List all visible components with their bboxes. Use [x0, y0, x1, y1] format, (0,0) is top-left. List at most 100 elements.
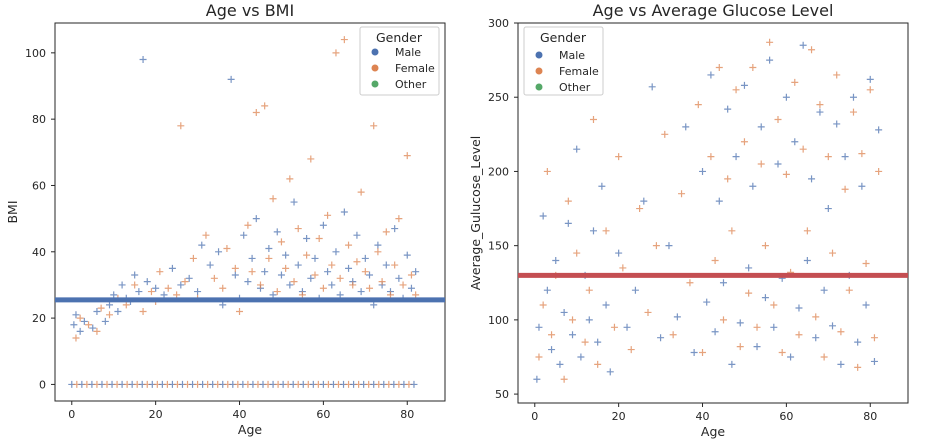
plot-frame: [517, 22, 909, 404]
data-point-male: [732, 153, 740, 161]
x-tick-label: 80: [400, 408, 414, 421]
data-point-male: [290, 198, 298, 206]
legend-label-male: Male: [395, 46, 421, 59]
data-point-male: [311, 254, 319, 262]
data-point-male: [282, 251, 290, 259]
data-point-female: [610, 323, 618, 331]
data-point-female: [353, 258, 361, 266]
data-point-male: [707, 71, 715, 79]
data-point-female: [223, 244, 231, 252]
data-point-male: [719, 279, 727, 287]
y-tick-label: 80: [32, 113, 46, 126]
data-point-female: [829, 249, 837, 257]
x-tick-label: 80: [863, 410, 877, 423]
data-point-male: [139, 55, 147, 63]
data-point-male: [198, 241, 206, 249]
y-tick-label: 300: [488, 17, 509, 30]
data-point-male: [837, 360, 845, 368]
data-point-male: [244, 278, 252, 286]
data-point-female: [770, 301, 778, 309]
y-tick-label: 40: [32, 246, 46, 259]
data-point-male: [307, 274, 315, 282]
data-point-female: [866, 86, 874, 94]
data-point-female: [581, 338, 589, 346]
data-point-female: [332, 49, 340, 57]
data-point-female: [652, 242, 660, 250]
x-tick-label: 60: [779, 410, 793, 423]
data-point-female: [661, 130, 669, 138]
data-point-male: [152, 284, 160, 292]
data-point-male: [101, 317, 109, 325]
chart-title: Age vs Average Glucose Level: [593, 1, 834, 20]
data-point-male: [803, 257, 811, 264]
data-point-female: [833, 71, 841, 79]
scatter-points: [518, 38, 908, 383]
data-point-male: [543, 286, 551, 294]
legend-label-male: Male: [559, 49, 585, 62]
legend-label-female: Female: [559, 65, 599, 78]
data-point-male: [736, 319, 744, 327]
data-point-male: [594, 338, 602, 346]
x-tick-label: 60: [316, 408, 330, 421]
data-point-female: [816, 101, 824, 109]
data-point-female: [573, 249, 581, 257]
data-point-female: [319, 284, 327, 292]
data-point-male: [535, 323, 543, 331]
data-point-male: [602, 301, 610, 309]
data-point-female: [535, 353, 543, 361]
data-point-female: [361, 268, 369, 276]
chart-age-vs-glucose: Age vs Average Glucose Level 0 20 40 60 80 50…: [468, 1, 909, 439]
data-point-female: [803, 227, 811, 235]
data-point-female: [824, 153, 832, 161]
y-axis-label: BMI: [5, 200, 20, 223]
y-tick-label: 250: [488, 91, 509, 104]
data-point-male: [854, 338, 862, 346]
data-point-female: [399, 281, 407, 289]
data-point-female: [391, 261, 399, 269]
data-point-female: [782, 170, 790, 178]
x-tick-label: 0: [68, 408, 75, 421]
data-point-female: [799, 145, 807, 153]
data-point-female: [808, 46, 816, 54]
data-point-male: [623, 323, 631, 331]
data-point-female: [841, 185, 849, 193]
data-point-female: [569, 316, 577, 324]
data-point-zero: [410, 380, 418, 388]
data-point-male: [345, 264, 353, 272]
data-point-female: [349, 281, 357, 289]
data-point-female: [615, 153, 623, 161]
legend-label-other: Other: [395, 78, 427, 91]
data-point-female: [636, 205, 644, 213]
data-point-male: [231, 271, 239, 279]
data-point-male: [332, 248, 340, 256]
data-point-female: [290, 278, 298, 286]
data-point-male: [277, 271, 285, 279]
x-axis-label: Age: [701, 424, 725, 439]
legend-label-female: Female: [395, 62, 435, 75]
data-point-male: [89, 324, 97, 332]
x-axis-label: Age: [238, 422, 262, 437]
data-point-female: [407, 271, 415, 279]
data-point-female: [210, 274, 218, 282]
legend-title: Gender: [540, 30, 587, 45]
data-point-female: [261, 102, 269, 110]
data-point-male: [366, 271, 374, 279]
legend: Gender Male Female Other: [523, 26, 604, 96]
data-point-male: [319, 221, 327, 229]
data-point-female: [602, 227, 610, 235]
data-point-female: [795, 331, 803, 339]
data-point-female: [854, 363, 862, 371]
data-point-female: [328, 261, 336, 269]
data-point-male: [131, 271, 139, 279]
data-point-female: [76, 314, 84, 322]
data-point-female: [374, 248, 382, 256]
data-point-female: [219, 284, 227, 292]
data-point-male: [795, 304, 803, 312]
data-point-male: [240, 231, 248, 239]
data-point-female: [345, 241, 353, 249]
data-point-male: [370, 301, 378, 309]
data-point-female: [753, 323, 761, 331]
data-point-male: [870, 357, 878, 365]
data-point-male: [648, 83, 656, 91]
data-point-female: [724, 175, 732, 183]
